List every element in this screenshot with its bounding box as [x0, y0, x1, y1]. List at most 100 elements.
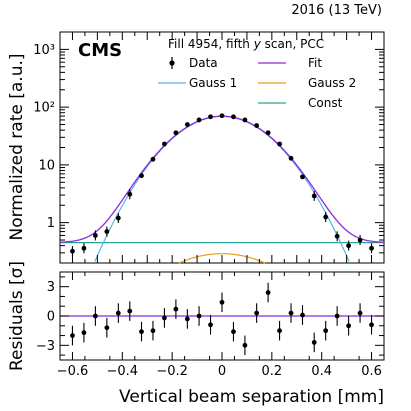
main-frame [59, 31, 385, 264]
legend-data-label: Data [189, 56, 218, 70]
data-point [184, 122, 190, 127]
res-y-tick-label: 0 [47, 310, 55, 325]
x-tick-label: −0.6 [57, 364, 89, 379]
data-point [81, 245, 87, 251]
residual-point [369, 322, 374, 328]
residual-point [184, 316, 190, 322]
res-y-tick-label: 3 [47, 280, 55, 295]
residual-point [196, 313, 202, 319]
legend-gauss1: Gauss 1 [158, 76, 237, 90]
legend: Data Fit Gauss 1 Gauss 2 Const [158, 56, 356, 110]
data-point [139, 173, 144, 179]
residual-point [173, 306, 179, 312]
residual-point [254, 310, 260, 316]
residual-point [219, 299, 225, 305]
residual-point [346, 323, 352, 329]
data-point [196, 117, 202, 123]
scan-info-prefix: Fill 4954, fifth [168, 37, 254, 51]
y-tick-label: 10³ [33, 43, 55, 58]
y-tick-label: 10 [38, 158, 55, 173]
data-point [334, 233, 340, 239]
residual-point [104, 325, 110, 331]
residual-point [311, 340, 317, 345]
residual-point [323, 328, 329, 334]
residuals-y-axis-label: Residuals [σ] [7, 261, 27, 371]
y-tick-label: 10² [33, 101, 55, 116]
scan-info-label: Fill 4954, fifth y scan, PCC [168, 37, 324, 51]
residual-point [357, 310, 363, 316]
main-panel: 1 10 10² 10³ CMS Fill 4954, fifth y scan, P… [7, 31, 385, 264]
residuals-panel: −3 0 3 −0.6 −0.4 −0.2 0 0.2 0.4 0.6 Residuals [σ] [7, 261, 385, 379]
data-point [346, 243, 352, 249]
legend-const-label: Const [308, 96, 343, 110]
data-point [104, 229, 110, 234]
data-point [242, 117, 248, 123]
y-tick-label: 1 [47, 216, 55, 231]
scan-info-suffix: scan, PCC [261, 37, 324, 51]
scan-info-variable: y [253, 37, 262, 51]
residual-point [277, 328, 282, 334]
main-axis-ticks: 1 10 10² 10³ [33, 31, 385, 264]
residual-point [300, 312, 305, 318]
data-point [115, 215, 121, 221]
residual-point [150, 328, 156, 334]
data-point [265, 130, 271, 136]
x-tick-label: 0.4 [311, 364, 332, 379]
data-point [92, 233, 98, 238]
data-point [162, 141, 167, 147]
data-point [219, 113, 225, 119]
residual-point [231, 329, 236, 335]
data-point [357, 237, 363, 243]
main-y-axis-label: Normalized rate [a.u.] [7, 53, 27, 240]
gauss2-curve [178, 253, 266, 264]
residual-point [81, 330, 87, 336]
data-point [127, 191, 133, 197]
data-point [277, 141, 282, 147]
data-point [311, 193, 317, 199]
data-point [173, 130, 179, 136]
data-point [70, 248, 75, 254]
data-point [300, 174, 305, 180]
data-point [208, 114, 213, 120]
x-tick-label: 0.6 [361, 364, 382, 379]
legend-gauss2: Gauss 2 [258, 76, 356, 90]
data-point [369, 245, 374, 251]
x-tick-label: −0.4 [107, 364, 139, 379]
residual-point [127, 308, 133, 314]
residual-point [208, 322, 213, 328]
res-y-tick-label: −3 [36, 339, 55, 354]
residual-point [92, 313, 98, 319]
data-points [70, 113, 374, 257]
data-point [150, 156, 156, 162]
gauss1-curve [94, 115, 350, 262]
residual-points [70, 282, 374, 356]
legend-fit-label: Fit [308, 56, 322, 70]
data-point [254, 123, 260, 128]
data-point [231, 114, 236, 120]
data-point [323, 214, 329, 220]
residual-point [265, 290, 271, 295]
legend-gauss1-label: Gauss 1 [189, 76, 237, 90]
legend-const: Const [258, 96, 343, 110]
fit-curves [59, 115, 385, 264]
residuals-axis-ticks: −3 0 3 −0.6 −0.4 −0.2 0 0.2 0.4 0.6 [36, 272, 385, 379]
data-point [288, 155, 294, 161]
energy-label: 2016 (13 TeV) [291, 3, 382, 18]
legend-data: Data [169, 56, 218, 70]
residual-point [115, 310, 121, 316]
fit-curve [59, 115, 385, 243]
residual-point [70, 333, 75, 338]
residual-point [242, 342, 248, 348]
residual-point [139, 329, 144, 335]
legend-data-marker [169, 60, 175, 66]
residual-point [162, 315, 167, 321]
legend-fit: Fit [258, 56, 322, 70]
residual-point [288, 310, 294, 316]
x-tick-label: −0.2 [156, 364, 188, 379]
cms-label: CMS [78, 40, 122, 61]
legend-gauss2-label: Gauss 2 [308, 76, 356, 90]
x-tick-label: 0 [218, 364, 226, 379]
residual-point [334, 313, 340, 319]
x-axis-label: Vertical beam separation [mm] [119, 387, 384, 407]
